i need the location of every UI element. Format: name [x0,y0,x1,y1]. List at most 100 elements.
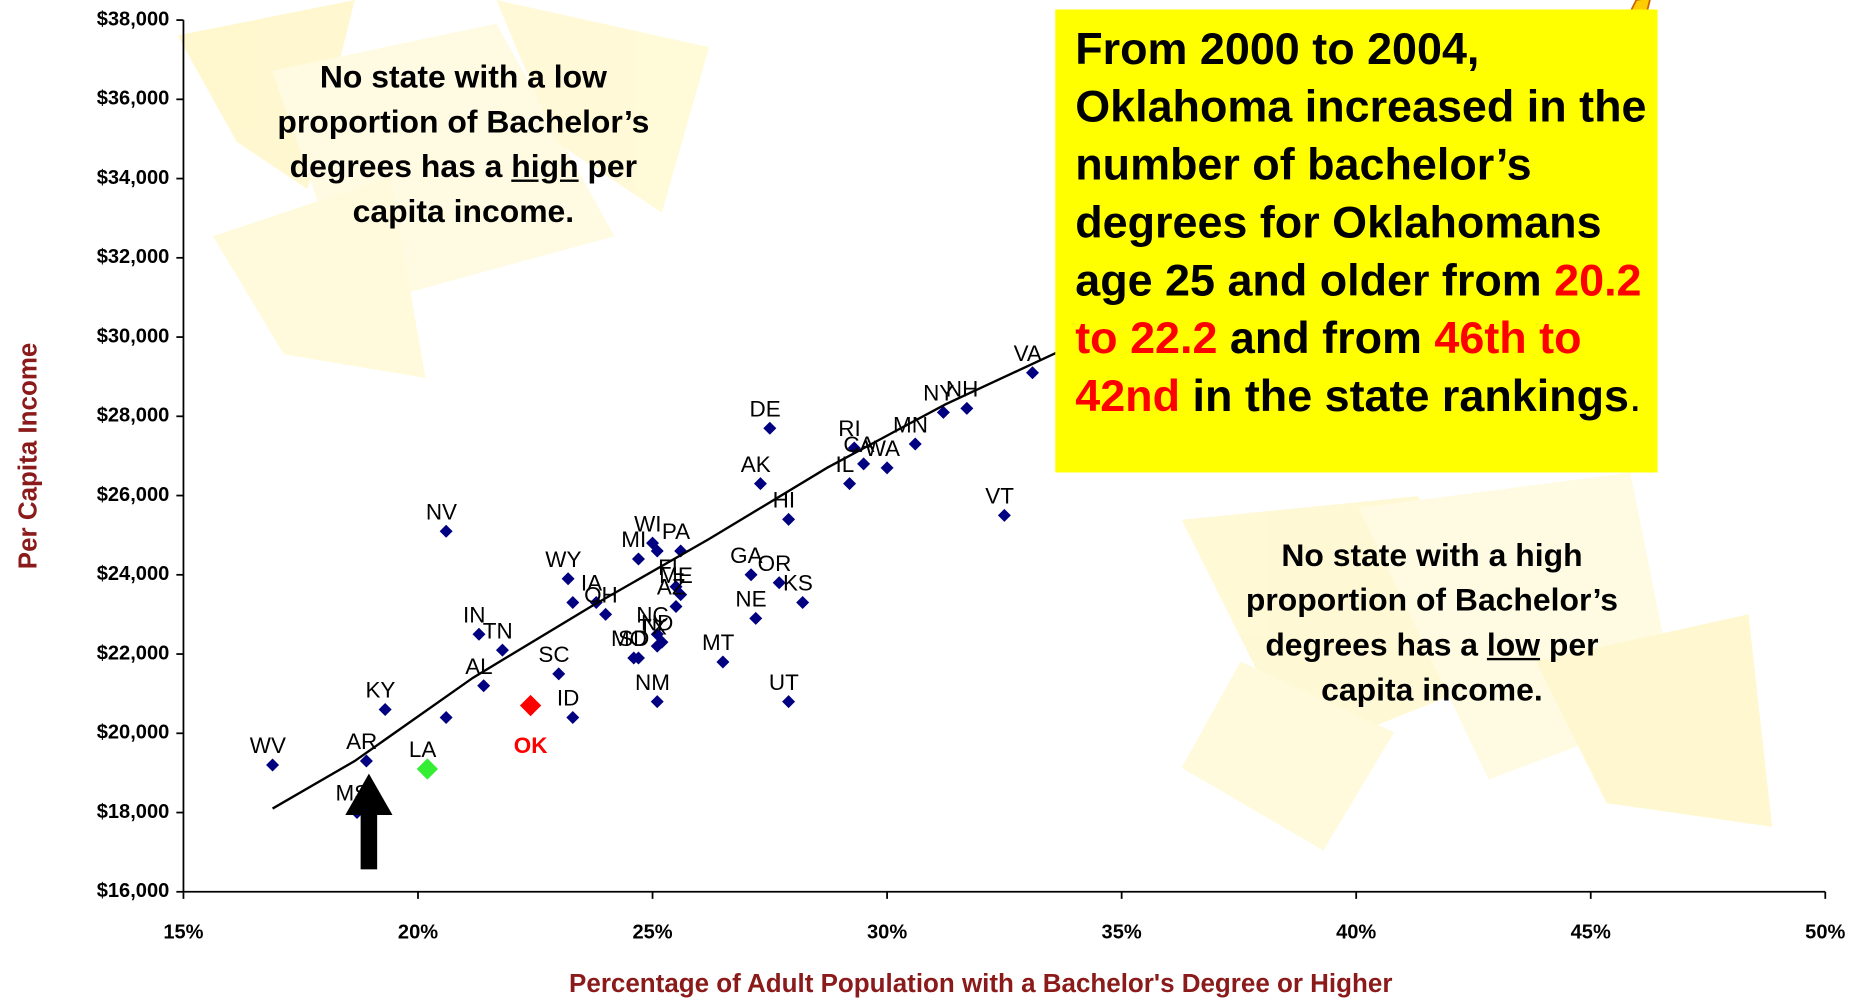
point-label: IA [581,571,602,596]
point-label: MI [621,527,646,552]
y-tick-label: $20,000 [97,722,170,744]
x-tick-label: 15% [163,921,203,943]
point-label: OK [514,733,548,758]
point-label: WI [634,511,661,536]
callout-highlight: 20.2 to 22.2 [1075,256,1642,364]
bg-shape [1535,614,1773,827]
data-point [599,607,613,621]
x-tick-label: 20% [398,921,438,943]
point-label: SC [538,642,569,667]
arrow-shaft [360,812,378,870]
data-point [857,457,871,471]
x-axis-title: Percentage of Adult Population with a Ba… [569,968,1392,998]
data-point [359,754,373,768]
point-label: NV [426,499,457,524]
data-point [561,572,575,586]
point-label: IN [463,602,485,627]
point-label: NC [636,602,668,627]
point-label: WV [250,733,286,758]
data-point [908,437,922,451]
note-underlined: low [1486,627,1541,663]
x-tick-label: 35% [1102,921,1142,943]
callout-text: From 2000 to 2004, Oklahoma increased in… [1075,24,1647,306]
point-label: TX [638,614,667,639]
point-label: KS [783,571,813,596]
data-point [796,596,810,610]
point-label: VT [985,484,1014,509]
data-point [744,568,758,582]
y-tick-label: $16,000 [97,880,170,902]
data-point [880,461,894,475]
point-label: PA [662,519,690,544]
point-label: AZ [657,575,686,600]
y-tick-label: $18,000 [97,801,170,823]
data-point [552,667,566,681]
x-tick-label: 30% [867,921,907,943]
point-label: NE [735,587,766,612]
point-label: ID [557,686,579,711]
y-tick-label: $28,000 [97,405,170,427]
point-label: LA [409,737,436,762]
y-axis-title: Per Capita Income [13,343,43,570]
data-point [749,611,763,625]
data-point [631,651,645,665]
bg-shape [212,177,426,378]
note-text: per capita income. [1321,627,1599,708]
note-high: No state with a high proportion of Bache… [1237,533,1627,713]
data-point [266,758,280,772]
data-point [519,694,542,717]
point-label: RI [838,416,860,441]
data-point [650,695,664,709]
data-point [997,508,1011,522]
bg-shape [496,0,710,213]
data-point [843,477,857,491]
point-label: WY [545,547,581,572]
y-tick-label: $24,000 [97,563,170,585]
data-point [1026,366,1040,380]
y-tick-label: $32,000 [97,246,170,268]
bg-shape [1181,661,1395,851]
data-point [472,627,486,641]
point-label: AR [346,729,377,754]
callout-highlight: 46th to 42nd [1075,314,1582,422]
y-tick-label: $36,000 [97,88,170,110]
note-high-box: No state with a high proportion of Bache… [1237,533,1627,713]
data-point [495,643,509,657]
callout-box: From 2000 to 2004, Oklahoma increased in… [1055,9,1658,473]
data-point [477,679,491,693]
point-label: FL [658,555,684,580]
data-point [669,600,683,613]
note-text: No state with a low proportion of Bachel… [277,59,650,185]
point-label: DE [750,396,781,421]
point-label: IL [835,452,854,477]
point-label: UT [769,670,799,695]
point-label: ND [641,610,673,635]
point-label: MO [611,626,647,651]
y-tick-label: $30,000 [97,325,170,347]
note-underlined: high [511,148,579,185]
y-tick-label: $26,000 [97,484,170,506]
point-label: NM [635,670,670,695]
note-low: No state with a low proportion of Bachel… [274,54,652,234]
y-tick-label: $22,000 [97,642,170,664]
data-point [753,477,767,491]
callout-text: in the state rankings [1180,372,1629,422]
point-label: KY [365,678,395,703]
point-label: OR [758,551,792,576]
trend-line [271,351,1057,810]
callout: From 2000 to 2004, Oklahoma increased in… [1055,9,1658,473]
arrow-head [345,773,393,816]
x-tick-label: 25% [632,921,672,943]
data-point [378,703,392,717]
axes: $16,000 $18,000 $20,000 $22,000 $24,000 $26,0… [97,8,1846,943]
x-tick-label: 40% [1336,921,1376,943]
data-point [566,710,580,724]
data-point [566,596,580,610]
data-point [936,405,950,419]
point-label: WA [865,436,900,461]
point-label: SD [618,626,649,651]
background-pattern [177,0,1773,851]
note-text: per capita income. [352,148,638,230]
